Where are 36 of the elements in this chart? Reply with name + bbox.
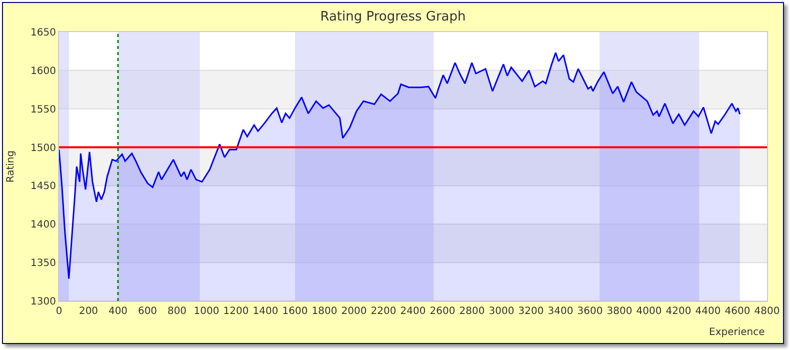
y-tick-label: 1400 — [30, 220, 56, 231]
x-tick-label: 4400 — [695, 306, 721, 317]
x-tick-label: 3400 — [548, 306, 574, 317]
x-tick-label: 2000 — [341, 306, 367, 317]
y-tick-label: 1300 — [30, 296, 56, 308]
y-tick-label: 1600 — [30, 66, 56, 77]
x-tick-label: 4800 — [754, 306, 780, 317]
y-tick-label: 1550 — [30, 104, 56, 116]
x-tick-label: 3600 — [577, 306, 603, 317]
x-axis-title: Experience — [709, 327, 765, 338]
x-tick-label: 200 — [78, 306, 98, 317]
x-tick-label: 4000 — [636, 306, 662, 317]
y-tick-label: 1650 — [30, 28, 56, 38]
chart-title: Rating Progress Graph — [320, 10, 466, 25]
y-tick-label: 1500 — [30, 142, 56, 154]
x-tick-label: 1800 — [312, 306, 338, 317]
x-tick-label: 2600 — [430, 306, 456, 317]
y-axis-title: Rating — [6, 150, 17, 183]
x-tick-label: 1000 — [194, 306, 220, 317]
x-tick-label: 1200 — [223, 306, 249, 317]
x-tick-label: 2800 — [459, 306, 485, 317]
x-tick-label: 4200 — [666, 306, 692, 317]
y-tick-label: 1350 — [30, 258, 56, 270]
x-tick-label: 800 — [167, 306, 187, 317]
x-tick-label: 2200 — [370, 306, 396, 317]
x-tick-label: 0 — [56, 306, 62, 317]
x-tick-label: 2400 — [400, 306, 426, 317]
x-tick-label: 1400 — [252, 306, 278, 317]
x-tick-label: 1600 — [282, 306, 308, 317]
x-tick-label: 4600 — [724, 306, 750, 317]
x-tick-label: 3800 — [606, 306, 632, 317]
x-tick-label: 3200 — [518, 306, 544, 317]
x-tick-label: 600 — [138, 306, 158, 317]
y-tick-label: 1450 — [30, 181, 56, 192]
x-tick-label: 3000 — [488, 306, 514, 317]
x-tick-label: 400 — [108, 306, 128, 317]
